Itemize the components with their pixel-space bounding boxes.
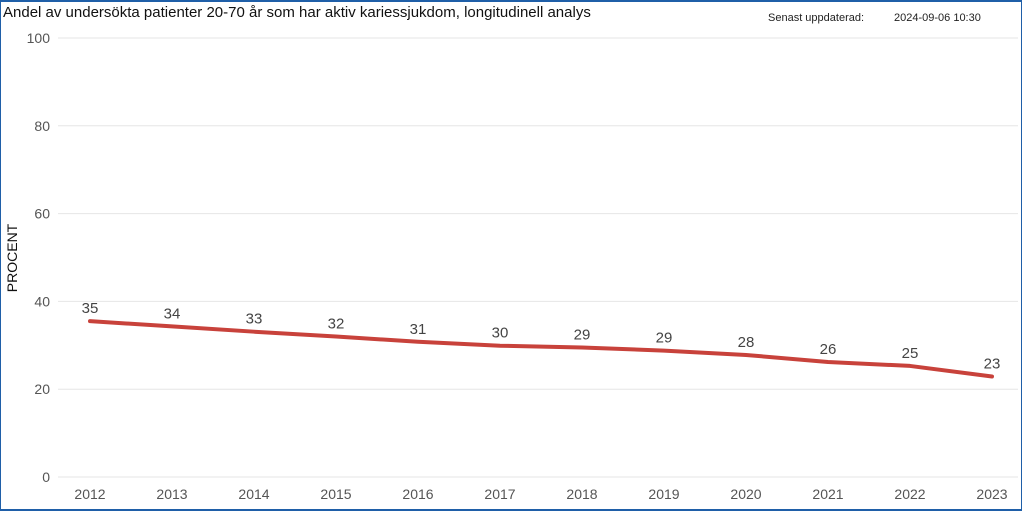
chart-title: Andel av undersökta patienter 20-70 år s… (3, 4, 591, 21)
x-tick-label: 2020 (730, 486, 761, 502)
data-label: 29 (656, 330, 673, 347)
x-tick-label: 2021 (812, 486, 843, 502)
y-tick-label: 0 (42, 469, 50, 485)
data-label: 29 (574, 326, 591, 343)
gridlines (58, 37, 1018, 478)
x-tick-label: 2012 (74, 486, 105, 502)
data-label: 33 (246, 311, 263, 328)
last-updated-value: 2024-09-06 10:30 (894, 12, 981, 24)
x-tick-label: 2018 (566, 486, 597, 502)
y-axis-label: PROCENT (4, 223, 20, 292)
y-tick-label: 40 (34, 293, 50, 309)
x-tick-label: 2014 (238, 486, 269, 502)
y-tick-label: 60 (34, 206, 50, 222)
series-line-group (88, 319, 994, 379)
data-label: 23 (984, 355, 1001, 372)
series-line (88, 319, 994, 379)
x-tick-label: 2016 (402, 486, 433, 502)
x-tick-label: 2015 (320, 486, 351, 502)
data-label: 31 (410, 321, 427, 338)
data-label: 32 (328, 316, 345, 333)
y-tick-label: 100 (27, 30, 51, 46)
data-label: 26 (820, 341, 837, 358)
x-tick-label: 2023 (976, 486, 1007, 502)
y-tick-label: 20 (34, 381, 50, 397)
data-label: 34 (164, 305, 181, 322)
x-tick-label: 2017 (484, 486, 515, 502)
x-tick-label: 2013 (156, 486, 187, 502)
data-label: 28 (738, 334, 755, 351)
y-tick-label: 80 (34, 118, 50, 134)
data-label: 30 (492, 325, 509, 342)
data-label: 25 (902, 345, 919, 362)
x-tick-label: 2022 (894, 486, 925, 502)
y-axis-ticks: 0 20 40 60 80 100 (27, 30, 51, 485)
x-axis-ticks: 2012 2013 2014 2015 2016 2017 2018 2019 2020 2021… (74, 486, 1007, 502)
data-label: 35 (82, 300, 99, 317)
data-labels: 35 34 33 32 31 30 29 29 28 26 25 23 (82, 300, 1001, 372)
last-updated-label: Senast uppdaterad: (768, 12, 865, 24)
x-tick-label: 2019 (648, 486, 679, 502)
